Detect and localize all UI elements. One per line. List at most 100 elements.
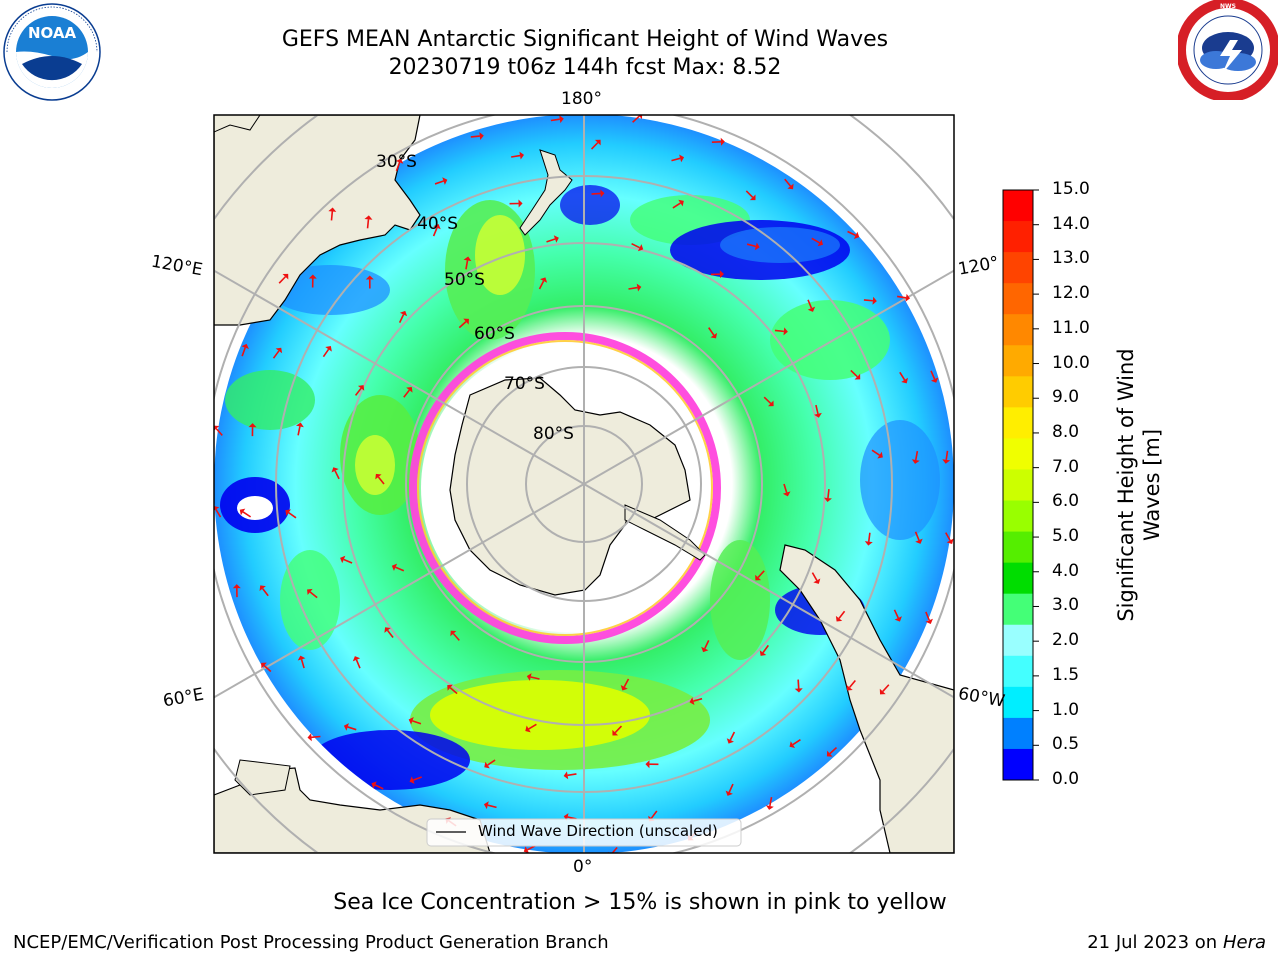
wave-arrow-head xyxy=(925,618,933,624)
wave-arrow xyxy=(784,178,792,187)
wave-arrow xyxy=(550,118,560,122)
map-frame xyxy=(213,114,955,854)
wave-arrow xyxy=(567,773,577,777)
lat-label-70s: 70°S xyxy=(504,374,545,394)
lat-label-80s: 80°S xyxy=(533,424,574,444)
wave-arrow-head xyxy=(689,697,695,705)
wave-arrow xyxy=(434,180,444,185)
wave-arrow xyxy=(867,532,871,542)
colorbar-segment xyxy=(1003,500,1033,533)
wave-arrow-head xyxy=(877,451,883,459)
wave-arrow xyxy=(863,299,873,302)
wave-arrow xyxy=(538,280,545,290)
wave-arrow xyxy=(272,350,280,359)
footer-date-text: 21 Jul 2023 on xyxy=(1087,932,1223,953)
wave-arrow-head xyxy=(701,646,709,653)
wave-arrow xyxy=(452,633,460,641)
wave-arrow-head xyxy=(725,790,733,796)
colorbar-tick-label: 2.0 xyxy=(1052,630,1080,651)
wave-arrow-head xyxy=(463,318,469,325)
wave-arrow xyxy=(297,426,301,436)
colorbar-tick-label: 6.0 xyxy=(1052,491,1080,512)
colorbar-segment xyxy=(1003,717,1033,750)
wave-arrow-head xyxy=(563,813,569,821)
wave-arrow-head xyxy=(479,132,484,141)
colorbar-label-line2: Waves [m] xyxy=(1140,428,1164,542)
wave-arrow xyxy=(693,697,703,702)
sea-ice-edge xyxy=(409,332,721,644)
wave-arrow-head xyxy=(823,497,832,503)
colorbar-tick-label: 15.0 xyxy=(1052,179,1090,199)
wave-arrow-head xyxy=(523,846,529,853)
wave-arrow-head xyxy=(817,239,824,247)
wave-arrow xyxy=(528,723,537,730)
colorbar-label-line1: Significant Height of Wind xyxy=(1114,348,1138,622)
footer-host: Hera xyxy=(1222,932,1266,953)
wave-arrow-head xyxy=(261,662,267,669)
wave-arrow-head xyxy=(259,585,266,592)
lat-label-30s: 30°S xyxy=(376,152,417,172)
wave-arrow-head xyxy=(612,729,619,736)
wave-arrow-head xyxy=(285,509,291,516)
wave-arrow xyxy=(412,776,422,781)
wave-arrow-head xyxy=(450,630,457,637)
wave-arrow-head xyxy=(754,242,760,251)
wave-arrow-head xyxy=(679,154,685,163)
wave-arrow-head xyxy=(307,733,312,742)
wave-arrow-head xyxy=(406,386,413,393)
wave-arrow xyxy=(745,190,754,198)
wave-arrow-head xyxy=(540,277,548,283)
wave-arrow xyxy=(631,242,641,249)
wave-arrow-head xyxy=(720,137,725,146)
wave-arrow-head xyxy=(357,385,365,391)
wave-arrow xyxy=(899,371,906,381)
wave-arrow-head xyxy=(864,541,873,546)
wave-arrow-head xyxy=(525,725,531,733)
colorbar-tick-label: 7.0 xyxy=(1052,456,1080,477)
wave-arrow xyxy=(374,784,384,790)
wave-arrow xyxy=(762,644,769,654)
wave-arrow xyxy=(774,329,784,333)
wave-arrow-head xyxy=(813,578,821,584)
wave-arrow-head xyxy=(755,574,762,581)
wave-arrow xyxy=(330,211,334,221)
wave-arrow-head xyxy=(678,199,684,207)
wave-arrow xyxy=(334,470,340,480)
wave-arrow xyxy=(930,370,936,380)
wave-arrow xyxy=(945,450,949,460)
wave-arrow xyxy=(729,731,736,741)
wave-arrow xyxy=(311,735,321,739)
wave-arrow-head xyxy=(282,273,289,280)
wave-arrow-head xyxy=(782,491,791,497)
colorbar xyxy=(1002,189,1039,781)
wave-arrow-head xyxy=(853,231,860,240)
wave-arrow xyxy=(611,846,618,853)
wave-arrow-head xyxy=(297,655,306,661)
wave-arrow-head xyxy=(807,306,816,312)
wave-arrow xyxy=(914,531,920,541)
wave-arrow xyxy=(850,369,858,378)
colorbar-segment xyxy=(1003,345,1033,377)
wave-arrow xyxy=(807,299,813,309)
colorbar-segment xyxy=(1003,438,1033,470)
wave-arrow-head xyxy=(765,805,774,810)
wave-arrow-head xyxy=(911,459,920,464)
wave-arrow xyxy=(354,387,362,396)
wave-arrow-head xyxy=(340,555,346,564)
wave-arrow-head xyxy=(600,189,605,198)
wave-arrow-head xyxy=(826,750,833,757)
wave-arrow-head xyxy=(767,400,774,407)
colorbar-segment xyxy=(1003,531,1033,564)
wave-arrow-head xyxy=(384,627,391,633)
lon-label-0: 0° xyxy=(573,857,593,877)
colorbar-tick-label: 1.0 xyxy=(1052,699,1080,720)
wave-arrow xyxy=(215,428,223,436)
wave-arrow-head xyxy=(872,296,877,305)
wave-arrow xyxy=(882,684,890,692)
wave-arrow-head xyxy=(408,717,414,725)
wave-arrow xyxy=(671,157,681,162)
colorbar-segment xyxy=(1003,686,1033,719)
wave-arrow xyxy=(815,404,819,414)
wave-arrow-head xyxy=(901,377,908,384)
wave-arrow-head xyxy=(519,151,525,160)
